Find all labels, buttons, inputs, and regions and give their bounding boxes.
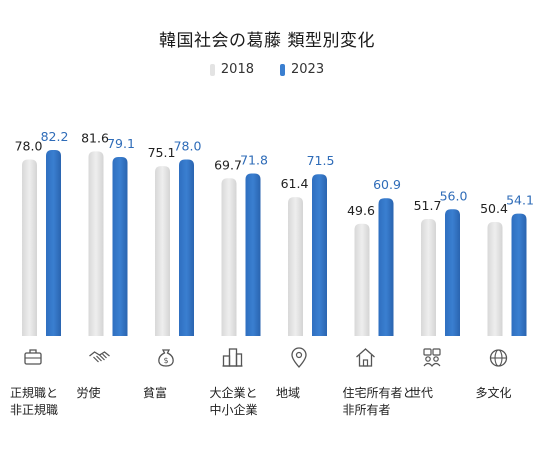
category-label-line: 貧富	[143, 386, 168, 400]
briefcase-icon	[24, 349, 42, 365]
category-label-4: 地域	[276, 385, 300, 402]
category-label-line: 住宅所有者と	[342, 386, 415, 400]
value-label-2018-2: 75.1	[148, 145, 176, 160]
svg-text:$: $	[163, 356, 168, 365]
value-label-2023-0: 82.2	[41, 129, 69, 144]
category-label-1: 労使	[77, 385, 101, 402]
bar-2023-6	[445, 209, 460, 336]
category-label-7: 多文化	[476, 385, 512, 402]
bar-2023-7	[511, 213, 527, 336]
value-label-2023-2: 78.0	[174, 139, 202, 154]
bar-2023-5	[378, 198, 394, 336]
value-label-2023-6: 56.0	[440, 188, 468, 203]
legend-item-2023: 2023	[280, 62, 324, 77]
value-label-2023-4: 71.5	[307, 153, 335, 168]
bar-2018-5	[354, 223, 370, 336]
house-icon	[356, 348, 375, 367]
value-label-2023-5: 60.9	[373, 177, 401, 192]
value-label-2023-7: 54.1	[506, 193, 534, 208]
bar-2018-4	[288, 197, 303, 336]
bar-2018-1	[88, 151, 104, 336]
value-label-2018-3: 69.7	[214, 157, 242, 172]
legend-swatch-2018	[209, 63, 215, 76]
category-label-line: 非所有者	[342, 403, 391, 417]
value-label-2018-1: 81.6	[81, 130, 109, 145]
legend-swatch-2023	[280, 63, 285, 76]
bar-2023-0	[46, 150, 61, 336]
category-label-0: 正規職と 非正規職	[10, 385, 58, 419]
bar-2018-2	[155, 166, 170, 336]
category-label-line: 労使	[76, 386, 101, 400]
bar-2018-0	[22, 159, 37, 336]
value-label-2018-5: 49.6	[347, 203, 375, 218]
bar-2018-6	[421, 219, 436, 336]
bar-2023-1	[112, 157, 128, 336]
category-label-line: 世代	[409, 386, 434, 400]
category-label-line: 大企業と	[209, 386, 258, 400]
legend-label-2023: 2023	[291, 62, 325, 77]
location-pin-icon	[291, 347, 307, 368]
chart-title: 韓国社会の葛藤 類型別変化	[159, 31, 375, 51]
category-label-line: 地域	[276, 386, 301, 400]
legend-label-2018: 2018	[220, 62, 254, 77]
category-label-5: 住宅所有者と 非所有者	[343, 385, 415, 419]
category-label-line: 多文化	[475, 386, 512, 400]
category-label-line: 正規職と	[10, 386, 59, 400]
legend-item-2018: 2018	[209, 62, 254, 77]
value-label-2023-1: 79.1	[107, 136, 135, 151]
bar-2023-4	[312, 174, 327, 336]
category-label-6: 世代	[409, 385, 433, 402]
bar-2018-7	[487, 221, 503, 336]
value-label-2018-6: 51.7	[414, 198, 442, 213]
value-label-2018-7: 50.4	[480, 201, 508, 216]
bar-2023-3	[245, 173, 261, 336]
bar-2018-3	[221, 178, 237, 336]
handshake-icon	[89, 351, 110, 363]
value-label-2018-0: 78.0	[15, 139, 43, 154]
category-label-line: 中小企業	[209, 403, 258, 417]
buildings-icon	[222, 348, 243, 367]
value-label-2018-4: 61.4	[281, 176, 309, 191]
category-label-line: 非正規職	[10, 403, 59, 417]
bar-2023-2	[179, 159, 194, 336]
category-label-2: 貧富	[143, 385, 167, 402]
category-label-3: 大企業と 中小企業	[210, 385, 258, 419]
globe-icon	[489, 349, 508, 367]
money-bag-icon: $	[158, 349, 174, 367]
generations-icon	[423, 348, 441, 367]
value-label-2023-3: 71.8	[240, 153, 268, 168]
legend: 2018 2023	[0, 62, 534, 77]
